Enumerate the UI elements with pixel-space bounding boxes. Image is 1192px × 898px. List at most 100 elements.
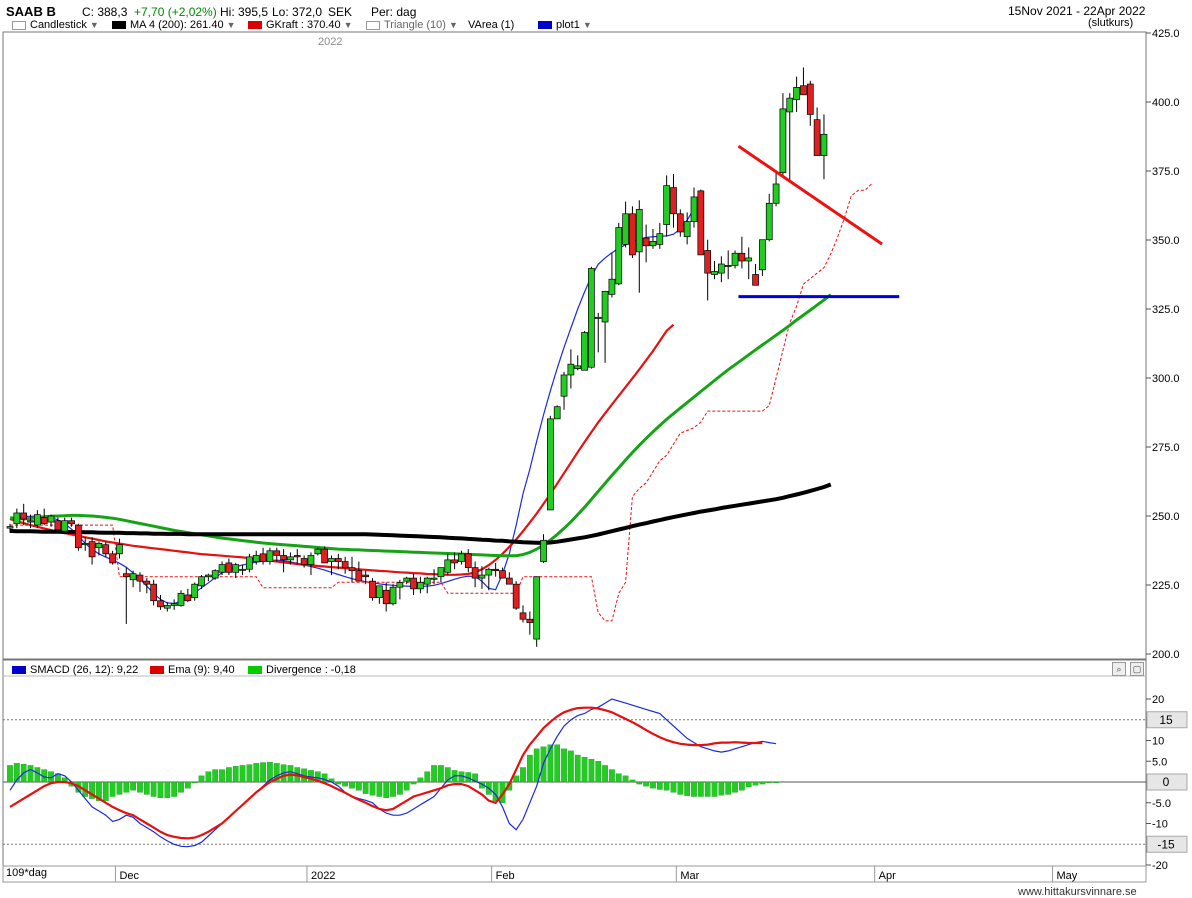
macd-y-tick-label: -10 [1152, 819, 1168, 831]
divergence-bar [226, 767, 232, 783]
candle-body [806, 83, 814, 115]
candle-body [191, 583, 199, 599]
candle-body [567, 363, 575, 376]
date-range: 15Nov 2021 - 22Apr 2022 [1008, 4, 1146, 18]
chevron-down-icon: ▼ [89, 20, 99, 30]
candle-body [273, 550, 281, 556]
divergence-bar [410, 781, 417, 785]
candle-body [6, 526, 14, 529]
divergence-bar [178, 781, 184, 793]
divergence-bar [109, 781, 116, 797]
divergence-bar [417, 777, 424, 783]
divergence-bar [191, 781, 198, 783]
macd-level-label: 15 [1159, 713, 1173, 727]
macd-level-box [1146, 773, 1188, 791]
legend-triangle[interactable]: Triangle (10) ▼ [366, 19, 458, 31]
divergence-bar [643, 781, 649, 787]
legend-candlestick[interactable]: Candlestick ▼ [12, 19, 99, 31]
candle-body [198, 576, 205, 587]
divergence-bar [773, 781, 779, 783]
divergence-bar [431, 765, 437, 783]
candle-body [752, 274, 759, 286]
candle-body [369, 580, 376, 599]
candle-body [54, 520, 62, 531]
candle-body [403, 577, 411, 582]
x-tick-label: Feb [496, 870, 515, 882]
candle-body [410, 577, 417, 590]
divergence-bar [260, 762, 266, 783]
candle-body [184, 594, 192, 602]
candle-body [163, 605, 171, 609]
candle-body [170, 603, 178, 606]
divergence-bar [636, 781, 643, 785]
candle-body [68, 520, 75, 525]
divergence-bar [116, 781, 123, 795]
legend-plot1[interactable]: plot1 ▼ [538, 19, 592, 31]
candle-body [594, 316, 602, 319]
divergence-bar [171, 781, 178, 797]
divergence-bar [157, 781, 164, 798]
candle-body [81, 542, 89, 546]
divergence-bar [239, 765, 246, 783]
divergence-bar [355, 781, 362, 791]
divergence-bar [711, 781, 718, 797]
macd-legend-divergence[interactable]: Divergence : -0,18 [248, 664, 356, 676]
candle-body [724, 265, 732, 267]
candle-body [526, 618, 534, 623]
chevron-down-icon: ▼ [226, 20, 236, 30]
y-tick-label: 250.0 [1152, 511, 1180, 523]
y-tick-label: 325.0 [1152, 304, 1180, 316]
legend-label: VArea (1) [468, 19, 515, 31]
smacd-line [9, 698, 777, 848]
main-panel-frame [2, 31, 1147, 660]
divergence-bar [383, 781, 390, 798]
candle-body [293, 555, 301, 558]
candle-body [417, 582, 424, 590]
ma-200-line [9, 482, 832, 546]
legend-ma[interactable]: MA 4 (200): 261.40 ▼ [112, 19, 235, 31]
candle-body [334, 558, 342, 562]
divergence-bar [219, 769, 225, 783]
candle-body [259, 553, 267, 562]
macd-legend-smacd[interactable]: SMACD (26, 12): 9,22 [12, 664, 138, 676]
divergence-bar [595, 761, 602, 783]
smacd-swatch [12, 666, 26, 674]
maximize-icon[interactable]: ▢ [1130, 662, 1144, 676]
candle-body [143, 580, 151, 585]
divergence-bar [656, 781, 663, 790]
divergence-bar [691, 781, 697, 797]
macd-level-label: 0 [1163, 775, 1170, 789]
symbol-title: SAAB B [6, 4, 56, 19]
candle-body [731, 252, 739, 266]
candle-body [683, 221, 691, 238]
macd-legend-ema[interactable]: Ema (9): 9,40 [150, 664, 235, 676]
legend-varea[interactable]: VArea (1) [468, 19, 514, 31]
candle-body [649, 241, 657, 247]
candle-body [61, 520, 69, 532]
divergence-bar [650, 781, 656, 789]
candle-body [711, 271, 718, 275]
triangle-line [9, 293, 832, 558]
macd-level-box [1146, 835, 1188, 853]
divergence-bar [321, 773, 328, 783]
candle-body [423, 577, 431, 585]
candle-body [102, 544, 110, 555]
legend-gkraft[interactable]: GKraft : 370.40 ▼ [248, 19, 353, 31]
candle-body [362, 574, 370, 578]
ma-swatch [112, 21, 126, 29]
divergence-bar [314, 771, 321, 783]
y-tick-label: 350.0 [1152, 235, 1180, 247]
period-label: Per: dag [371, 5, 417, 19]
divergence-bar [766, 781, 773, 783]
divergence-bar [568, 750, 574, 783]
divergence-bar [677, 781, 684, 795]
divergence-bar [472, 773, 478, 783]
divergence-bar [335, 781, 342, 785]
candle-body [280, 555, 287, 561]
divergence-bar [34, 767, 41, 783]
macd-y-tick-label: 20 [1152, 694, 1164, 706]
watermark: www.hittakursvinnare.se [1018, 886, 1137, 898]
candle-body [813, 119, 821, 156]
candle-body [307, 555, 315, 565]
magnify-icon[interactable]: ⌕ [1112, 662, 1126, 676]
